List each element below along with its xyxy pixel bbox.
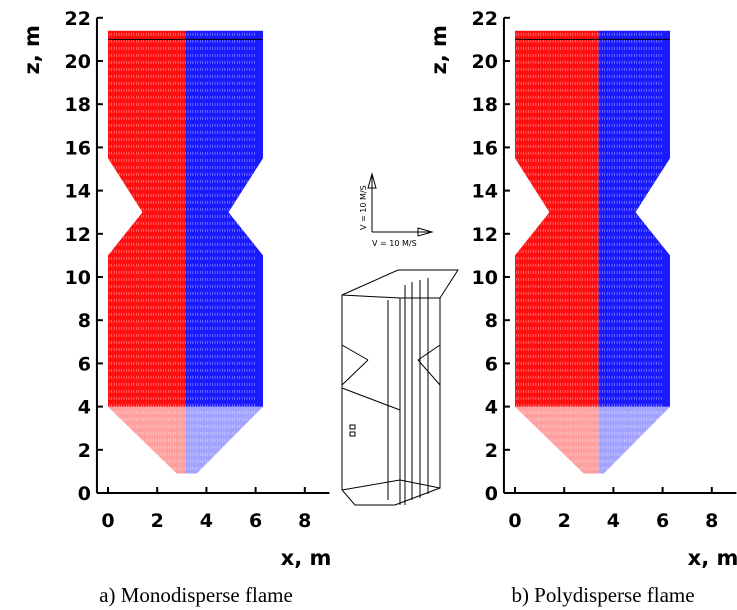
x-tick-label: 6 bbox=[249, 510, 262, 532]
x-axis-label: x, m bbox=[688, 546, 737, 570]
y-tick-label: 20 bbox=[64, 51, 90, 73]
chart: 0 2 4 6 8 10 12 14 16 18 20 22 0 2 4 6 8 z, m x, m a) Monod… bbox=[20, 8, 332, 607]
y-tick-label: 8 bbox=[485, 310, 498, 332]
y-tick-label: 16 bbox=[64, 137, 90, 159]
y-tick-label: 8 bbox=[78, 310, 91, 332]
chart: 0 2 4 6 8 10 12 14 16 18 20 22 0 2 4 6 8 z, m x, m b) Polyd… bbox=[427, 8, 737, 607]
y-axis-label: z, m bbox=[427, 25, 451, 74]
y-tick-label: 2 bbox=[485, 440, 498, 462]
y-tick-label: 16 bbox=[471, 137, 497, 159]
y-tick-label: 10 bbox=[471, 267, 497, 289]
y-tick-label: 14 bbox=[471, 181, 497, 203]
y-tick-label: 2 bbox=[78, 440, 91, 462]
flow-region bbox=[185, 30, 263, 474]
y-tick-label: 10 bbox=[64, 267, 90, 289]
y-tick-label: 14 bbox=[64, 181, 90, 203]
y-tick-label: 0 bbox=[78, 483, 91, 505]
y-tick-label: 22 bbox=[64, 8, 90, 30]
flow-region bbox=[108, 30, 186, 474]
y-axis-label: z, m bbox=[20, 25, 44, 74]
y-tick-label: 6 bbox=[485, 353, 498, 375]
x-tick-label: 0 bbox=[101, 510, 114, 532]
y-tick-label: 20 bbox=[471, 51, 497, 73]
y-tick-label: 4 bbox=[485, 397, 498, 419]
y-tick-label: 0 bbox=[485, 483, 498, 505]
flow-region bbox=[515, 30, 599, 474]
x-tick-label: 8 bbox=[298, 510, 311, 532]
inset-scale bbox=[367, 172, 434, 237]
x-axis-label: x, m bbox=[281, 546, 332, 570]
x-tick-label: 8 bbox=[705, 510, 718, 532]
inset-vertical-label: V = 10 M/S bbox=[359, 185, 368, 230]
flow-field bbox=[515, 30, 670, 474]
furnace-sketch bbox=[341, 269, 459, 506]
x-tick-label: 4 bbox=[607, 510, 620, 532]
x-tick-label: 0 bbox=[508, 510, 521, 532]
caption: b) Polydisperse flame bbox=[511, 583, 694, 607]
y-tick-label: 12 bbox=[64, 224, 90, 246]
y-tick-label: 22 bbox=[471, 8, 497, 30]
y-tick-label: 18 bbox=[471, 94, 497, 116]
flow-field bbox=[108, 30, 263, 474]
x-tick-label: 2 bbox=[558, 510, 571, 532]
inset-horizontal-label: V = 10 M/S bbox=[372, 239, 417, 248]
x-tick-label: 6 bbox=[656, 510, 669, 532]
caption: a) Monodisperse flame bbox=[99, 583, 293, 607]
y-tick-label: 4 bbox=[78, 397, 91, 419]
y-tick-label: 18 bbox=[64, 94, 90, 116]
x-tick-label: 4 bbox=[200, 510, 213, 532]
x-tick-label: 2 bbox=[151, 510, 164, 532]
y-tick-label: 12 bbox=[471, 224, 497, 246]
y-tick-label: 6 bbox=[78, 353, 91, 375]
